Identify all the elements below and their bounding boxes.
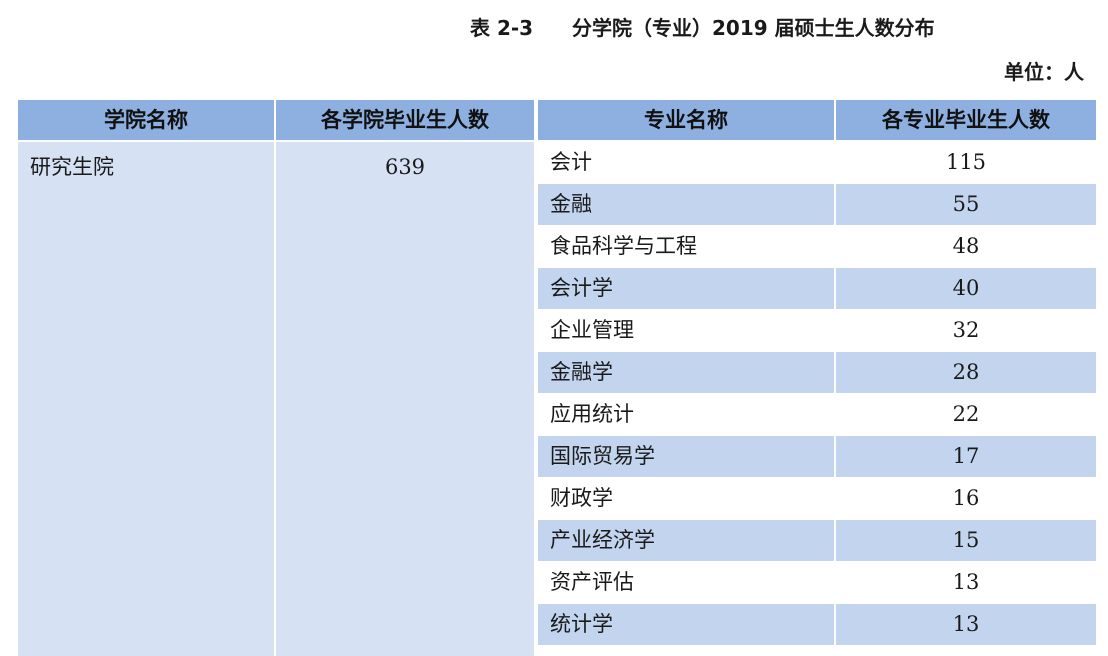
table-number: 表 2-3 — [470, 16, 534, 40]
major-name-cell: 统计学 — [538, 604, 834, 645]
major-count-cell: 40 — [836, 268, 1096, 309]
college-cell: 研究生院 — [18, 142, 274, 656]
major-column: 专业名称 会计 金融 食品科学与工程 会计学 企业管理 金融学 应用统计 国际贸易学 财政学 产业… — [538, 100, 834, 656]
major-count-cell: 48 — [836, 226, 1096, 267]
graduates-table: 学院名称 研究生院 各学院毕业生人数 639 专业名称 会计 金融 食品科学与工程会… — [18, 100, 1096, 656]
college-count-cell: 639 — [276, 142, 534, 656]
major-count-column: 各专业毕业生人数 115 55 48 40 32 28 22 17 16 15 13 13 — [836, 100, 1096, 656]
table-title: 表 2-3 分学院（专业）2019 届硕士生人数分布 — [0, 14, 1108, 42]
unit-label: 单位：人 — [1004, 60, 1084, 84]
college-column: 学院名称 研究生院 — [18, 100, 274, 656]
major-name-cell: 财政学 — [538, 478, 834, 519]
header-major: 专业名称 — [538, 100, 834, 140]
major-name-cell: 国际贸易学 — [538, 436, 834, 477]
college-count-column: 各学院毕业生人数 639 — [276, 100, 534, 656]
major-name-cell: 资产评估 — [538, 562, 834, 603]
major-count-cell: 13 — [836, 562, 1096, 603]
major-count-cell: 13 — [836, 604, 1096, 645]
major-count-cell: 22 — [836, 394, 1096, 435]
major-name-cell: 会计学 — [538, 268, 834, 309]
major-count-cell: 16 — [836, 478, 1096, 519]
major-name-cell: 产业经济学 — [538, 520, 834, 561]
major-count-list: 115 55 48 40 32 28 22 17 16 15 13 13 — [836, 142, 1096, 646]
header-college-count: 各学院毕业生人数 — [276, 100, 534, 140]
header-major-count: 各专业毕业生人数 — [836, 100, 1096, 140]
major-count-cell: 15 — [836, 520, 1096, 561]
major-name-cell: 金融学 — [538, 352, 834, 393]
major-name-cell: 会计 — [538, 142, 834, 183]
college-count: 639 — [384, 155, 426, 179]
header-college: 学院名称 — [18, 100, 274, 140]
major-name-cell: 金融 — [538, 184, 834, 225]
major-count-cell: 32 — [836, 310, 1096, 351]
major-count-cell: 55 — [836, 184, 1096, 225]
major-count-cell: 28 — [836, 352, 1096, 393]
major-list: 会计 金融 食品科学与工程 会计学 企业管理 金融学 应用统计 国际贸易学 财政学 产业经济学 资产… — [538, 142, 834, 646]
college-name: 研究生院 — [30, 155, 114, 179]
major-name-cell: 应用统计 — [538, 394, 834, 435]
major-count-cell: 115 — [836, 142, 1096, 183]
table-caption: 分学院（专业）2019 届硕士生人数分布 — [572, 16, 935, 40]
major-name-cell: 企业管理 — [538, 310, 834, 351]
major-count-cell: 17 — [836, 436, 1096, 477]
major-name-cell: 食品科学与工程 — [538, 226, 834, 267]
